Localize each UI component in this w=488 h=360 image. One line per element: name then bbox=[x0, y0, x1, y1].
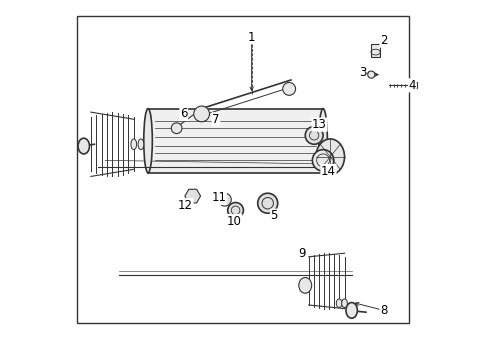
FancyBboxPatch shape bbox=[408, 82, 416, 88]
FancyBboxPatch shape bbox=[370, 44, 380, 57]
Text: 10: 10 bbox=[226, 215, 242, 228]
Text: 8: 8 bbox=[379, 304, 386, 317]
Polygon shape bbox=[148, 109, 323, 173]
Text: 4: 4 bbox=[408, 79, 415, 92]
Ellipse shape bbox=[193, 106, 209, 122]
Ellipse shape bbox=[298, 278, 311, 293]
Ellipse shape bbox=[78, 138, 89, 154]
Ellipse shape bbox=[257, 193, 277, 213]
Text: 5: 5 bbox=[270, 209, 277, 222]
Text: 9: 9 bbox=[297, 247, 305, 260]
Ellipse shape bbox=[341, 299, 346, 307]
Text: 3: 3 bbox=[358, 66, 366, 79]
Ellipse shape bbox=[315, 139, 344, 175]
Ellipse shape bbox=[305, 126, 323, 144]
Ellipse shape bbox=[345, 302, 357, 318]
Text: 2: 2 bbox=[379, 34, 387, 47]
Ellipse shape bbox=[312, 150, 333, 171]
Ellipse shape bbox=[318, 109, 326, 173]
Text: 11: 11 bbox=[211, 192, 226, 204]
Ellipse shape bbox=[138, 139, 143, 150]
Ellipse shape bbox=[218, 193, 231, 206]
Ellipse shape bbox=[367, 71, 374, 78]
Ellipse shape bbox=[171, 123, 182, 134]
Text: 1: 1 bbox=[247, 31, 255, 44]
Text: 12: 12 bbox=[178, 198, 193, 212]
Polygon shape bbox=[184, 189, 200, 203]
Ellipse shape bbox=[227, 203, 243, 218]
Text: 14: 14 bbox=[320, 165, 335, 177]
Ellipse shape bbox=[143, 109, 152, 173]
Text: 6: 6 bbox=[180, 107, 187, 120]
Text: 13: 13 bbox=[311, 118, 326, 131]
Text: 7: 7 bbox=[212, 113, 219, 126]
Ellipse shape bbox=[131, 139, 136, 150]
Ellipse shape bbox=[336, 299, 341, 307]
Ellipse shape bbox=[282, 82, 295, 95]
